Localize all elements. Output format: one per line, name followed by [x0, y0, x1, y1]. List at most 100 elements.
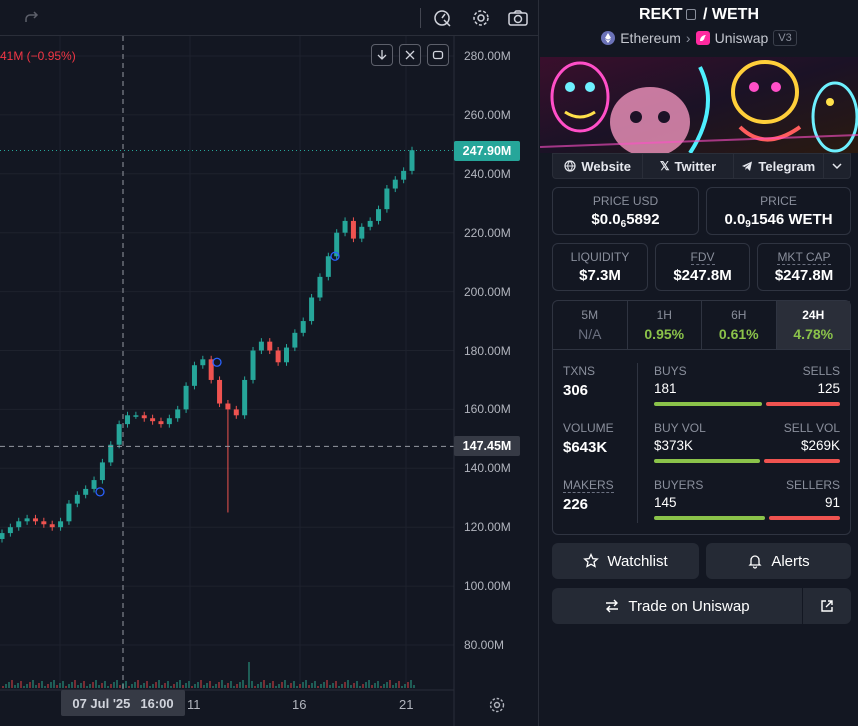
tab-24h[interactable]: 24H 4.78% — [776, 301, 850, 349]
trade-button[interactable]: Trade on Uniswap — [552, 588, 802, 624]
dex-name[interactable]: Uniswap — [714, 30, 769, 46]
volume-bar — [248, 662, 250, 688]
volume-bar — [110, 684, 112, 688]
copy-icon[interactable] — [685, 9, 696, 20]
sellers-value: 91 — [824, 495, 840, 510]
chain-name[interactable]: Ethereum — [620, 30, 681, 46]
candle-body — [0, 533, 5, 539]
twitter-link[interactable]: 𝕏 Twitter — [643, 154, 734, 178]
tab-5m[interactable]: 5M N/A — [553, 301, 628, 349]
external-link-icon — [821, 600, 833, 612]
volume-bar — [398, 681, 400, 688]
volume-bar — [41, 681, 43, 688]
volume-bar — [11, 680, 13, 688]
candle-body — [166, 418, 172, 425]
volume-bar — [269, 683, 271, 688]
volume-bar — [317, 686, 319, 688]
volume-bar — [308, 685, 310, 688]
open-external-button[interactable] — [803, 588, 851, 624]
volume-bar — [314, 681, 316, 688]
candle-body — [384, 188, 390, 210]
volume-bar — [281, 682, 283, 688]
x-tick-label: 11 — [187, 697, 201, 712]
tab-change-value: 0.61% — [718, 326, 759, 342]
candle-body — [225, 403, 231, 410]
stats-divider — [637, 363, 638, 523]
candle-body — [83, 488, 89, 495]
volume-bar — [299, 684, 301, 688]
auto-scale-icon[interactable] — [427, 44, 449, 66]
makers-label: MAKERS — [563, 478, 614, 493]
twitter-label: Twitter — [674, 158, 717, 174]
replay-icon[interactable] — [429, 4, 457, 32]
volume-bar — [356, 681, 358, 688]
volume-bar — [377, 681, 379, 688]
volume-bar — [131, 684, 133, 688]
volume-bar — [134, 682, 136, 688]
volume-bar — [371, 685, 373, 688]
volume-bar — [221, 680, 223, 688]
candle-body — [300, 321, 306, 333]
volume-bar — [155, 682, 157, 688]
volume-bar — [26, 684, 28, 688]
volume-bar — [119, 685, 121, 688]
settings-gear-icon[interactable] — [467, 4, 495, 32]
volume-bar — [56, 685, 58, 688]
scroll-down-icon[interactable] — [371, 44, 393, 66]
candle-body — [133, 415, 139, 417]
telegram-link[interactable]: Telegram — [734, 154, 824, 178]
volume-bar — [338, 686, 340, 688]
y-tick-label: 240.00M — [464, 166, 511, 181]
volume-bar — [203, 685, 205, 688]
candlestick-chart[interactable] — [0, 36, 538, 726]
tab-change-value: 4.78% — [793, 326, 834, 342]
collapse-icon[interactable] — [399, 44, 421, 66]
tab-1h[interactable]: 1H 0.95% — [628, 301, 702, 349]
volume-bar — [374, 683, 376, 688]
token-banner-image — [540, 57, 858, 153]
volume-stat: VOLUME $643K — [563, 421, 614, 456]
camera-icon[interactable] — [504, 4, 532, 32]
candle-body — [409, 150, 415, 171]
y-tick-label: 220.00M — [464, 225, 511, 240]
sells-value: 125 — [817, 381, 840, 396]
chart-pane[interactable]: 41M (−0.95%) 280.00M 260.00M 240.00M 220.00… — [0, 0, 538, 726]
pair-separator: / — [703, 6, 708, 23]
alerts-button[interactable]: Alerts — [706, 543, 851, 579]
more-links-button[interactable] — [824, 154, 850, 178]
candle-body — [233, 409, 239, 416]
candle-body — [208, 359, 214, 380]
volume-bar — [284, 680, 286, 688]
volume-bar — [44, 686, 46, 688]
volume-bar — [329, 685, 331, 688]
txns-label: TXNS — [563, 364, 596, 378]
price-native-label: PRICE — [760, 194, 797, 208]
volume-bar — [233, 686, 235, 688]
volume-bar — [89, 684, 91, 688]
volume-bar — [257, 684, 259, 688]
redo-icon[interactable] — [17, 4, 45, 32]
price-usd-label: PRICE USD — [592, 194, 659, 208]
candle-body — [342, 220, 348, 233]
liquidity-label: LIQUIDITY — [570, 250, 630, 264]
volume-bar — [173, 684, 175, 688]
toolbar-divider — [420, 8, 421, 28]
volume-bar — [179, 680, 181, 688]
candle-body — [283, 347, 289, 363]
volume-bar — [401, 686, 403, 688]
watchlist-button[interactable]: Watchlist — [552, 543, 699, 579]
price-usd-card: PRICE USD $0.065892 — [552, 187, 699, 235]
buy-vol-value: $373K — [654, 438, 694, 453]
volume-bar — [20, 681, 22, 688]
volume-bar — [293, 681, 295, 688]
volume-bar — [35, 685, 37, 688]
tab-6h[interactable]: 6H 0.61% — [702, 301, 777, 349]
website-link[interactable]: Website — [553, 154, 644, 178]
volume-bar — [350, 685, 352, 688]
volume-bar — [389, 680, 391, 688]
axis-settings-icon[interactable] — [488, 696, 506, 719]
volume-bar — [410, 680, 412, 688]
fdv-card: FDV $247.8M — [655, 243, 750, 291]
volume-bar — [191, 686, 193, 688]
volume-bar — [140, 685, 142, 688]
